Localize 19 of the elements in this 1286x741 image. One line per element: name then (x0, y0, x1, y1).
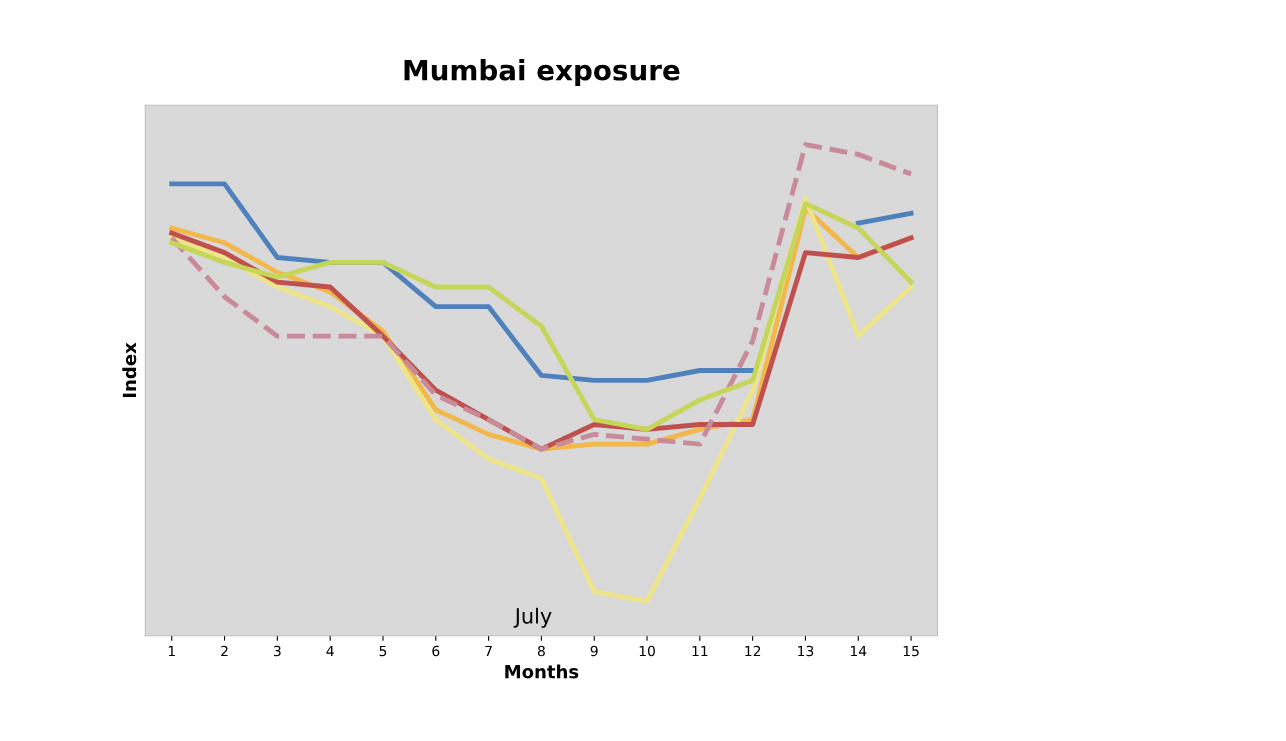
x-tick-label: 11 (692, 645, 708, 657)
x-tick-label: 4 (326, 645, 334, 657)
x-tick-label: 9 (590, 645, 598, 657)
chart-title: Mumbai exposure (404, 59, 680, 86)
x-tick-label: 15 (903, 645, 919, 657)
x-tick-label: 8 (537, 645, 545, 657)
y-axis-title: Index (122, 342, 137, 398)
x-tick-label: 6 (432, 645, 440, 657)
x-tick-label: 3 (273, 645, 281, 657)
annotation: July (513, 607, 552, 628)
x-tick-label: 10 (639, 645, 655, 657)
x-tick-label: 12 (745, 645, 761, 657)
x-tick-label: 5 (379, 645, 387, 657)
x-tick-label: 2 (221, 645, 228, 657)
x-tick-label: 14 (850, 645, 867, 657)
x-axis-title: Months (505, 664, 579, 679)
x-tick-label: 1 (168, 645, 175, 657)
x-tick-label: 13 (798, 645, 814, 657)
x-tick-label: 7 (485, 645, 492, 657)
